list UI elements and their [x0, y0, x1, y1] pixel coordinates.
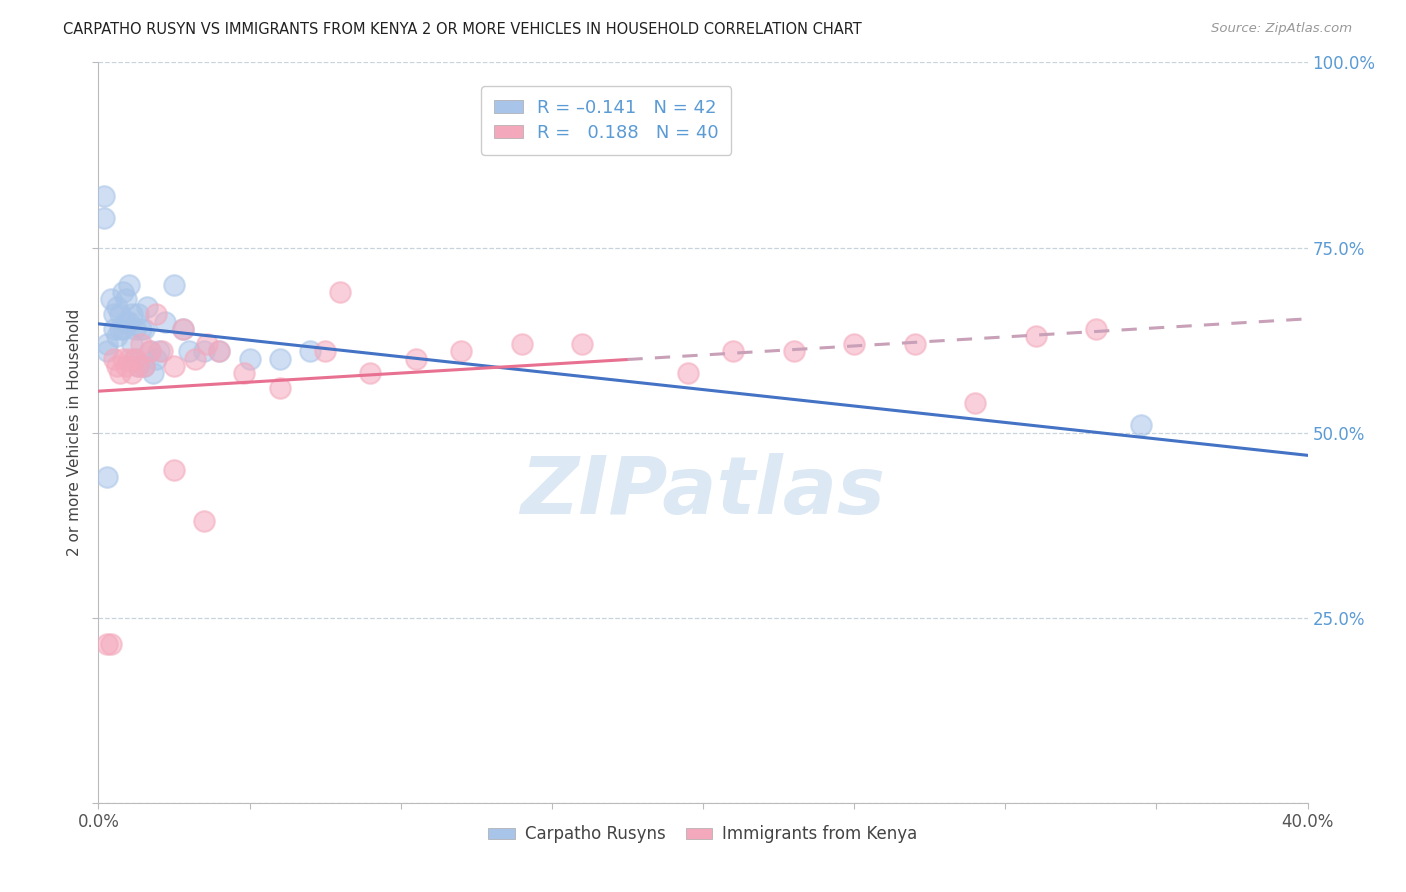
- Point: [208, 344, 231, 359]
- Point: [121, 336, 143, 351]
- Point: [111, 351, 134, 366]
- Point: [269, 351, 291, 366]
- Point: [1024, 329, 1046, 343]
- Point: [132, 322, 155, 336]
- Point: [96, 336, 118, 351]
- Point: [571, 336, 593, 351]
- Point: [450, 344, 472, 359]
- Point: [139, 344, 162, 359]
- Point: [103, 322, 125, 336]
- Point: [145, 351, 167, 366]
- Point: [239, 351, 262, 366]
- Point: [132, 359, 155, 373]
- Point: [108, 367, 131, 381]
- Point: [100, 293, 122, 307]
- Point: [118, 351, 141, 366]
- Point: [150, 344, 173, 359]
- Point: [105, 329, 128, 343]
- Point: [184, 351, 207, 366]
- Point: [96, 344, 118, 359]
- Point: [105, 300, 128, 314]
- Legend: Carpatho Rusyns, Immigrants from Kenya: Carpatho Rusyns, Immigrants from Kenya: [482, 819, 924, 850]
- Point: [103, 351, 125, 366]
- Point: [129, 322, 152, 336]
- Point: [103, 307, 125, 321]
- Point: [105, 359, 128, 373]
- Point: [100, 637, 122, 651]
- Point: [127, 307, 149, 321]
- Point: [108, 322, 131, 336]
- Point: [153, 314, 176, 328]
- Point: [93, 188, 115, 202]
- Y-axis label: 2 or more Vehicles in Household: 2 or more Vehicles in Household: [66, 309, 82, 557]
- Point: [844, 336, 866, 351]
- Point: [269, 381, 291, 395]
- Point: [93, 211, 115, 225]
- Point: [172, 322, 194, 336]
- Point: [124, 351, 146, 366]
- Point: [121, 307, 143, 321]
- Point: [329, 285, 352, 299]
- Point: [139, 344, 162, 359]
- Point: [96, 637, 118, 651]
- Point: [1085, 322, 1108, 336]
- Point: [299, 344, 322, 359]
- Point: [314, 344, 336, 359]
- Point: [132, 359, 155, 373]
- Point: [135, 300, 157, 314]
- Point: [142, 367, 165, 381]
- Point: [145, 307, 167, 321]
- Point: [96, 470, 118, 484]
- Point: [124, 351, 146, 366]
- Point: [163, 462, 186, 476]
- Point: [179, 344, 201, 359]
- Point: [676, 367, 699, 381]
- Point: [108, 307, 131, 321]
- Text: CARPATHO RUSYN VS IMMIGRANTS FROM KENYA 2 OR MORE VEHICLES IN HOUSEHOLD CORRELAT: CARPATHO RUSYN VS IMMIGRANTS FROM KENYA …: [63, 22, 862, 37]
- Point: [405, 351, 427, 366]
- Point: [114, 359, 136, 373]
- Point: [232, 367, 254, 381]
- Point: [148, 344, 170, 359]
- Point: [783, 344, 806, 359]
- Point: [208, 344, 231, 359]
- Point: [904, 336, 927, 351]
- Point: [127, 359, 149, 373]
- Point: [114, 293, 136, 307]
- Point: [195, 336, 218, 351]
- Point: [127, 359, 149, 373]
- Point: [510, 336, 533, 351]
- Point: [193, 344, 215, 359]
- Text: Source: ZipAtlas.com: Source: ZipAtlas.com: [1212, 22, 1353, 36]
- Point: [163, 359, 186, 373]
- Text: ZIPatlas: ZIPatlas: [520, 453, 886, 531]
- Point: [114, 314, 136, 328]
- Point: [118, 314, 141, 328]
- Point: [111, 322, 134, 336]
- Point: [129, 336, 152, 351]
- Point: [163, 277, 186, 292]
- Point: [193, 515, 215, 529]
- Point: [360, 367, 382, 381]
- Point: [121, 367, 143, 381]
- Point: [118, 277, 141, 292]
- Point: [124, 322, 146, 336]
- Point: [723, 344, 745, 359]
- Point: [111, 285, 134, 299]
- Point: [1130, 418, 1153, 433]
- Point: [965, 396, 987, 410]
- Point: [172, 322, 194, 336]
